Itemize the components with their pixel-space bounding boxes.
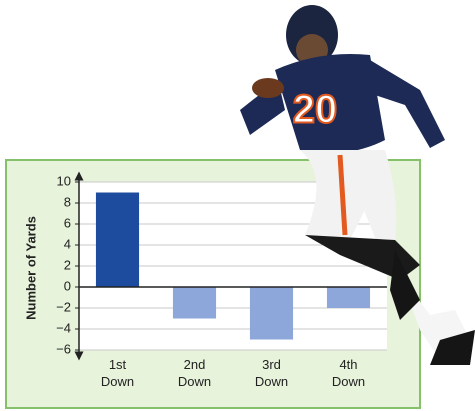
screen: Number of Yards −6−4−202468101stDown2ndD… bbox=[0, 0, 475, 411]
y-tick-label: 6 bbox=[64, 215, 71, 230]
bar bbox=[250, 287, 293, 340]
y-tick-label: −4 bbox=[56, 320, 71, 335]
bar bbox=[96, 193, 139, 288]
bar bbox=[173, 287, 216, 319]
y-tick-label: 2 bbox=[64, 257, 71, 272]
y-axis-label: Number of Yards bbox=[23, 216, 38, 320]
jersey-number: 20 bbox=[293, 88, 338, 132]
y-tick-label: 10 bbox=[57, 173, 71, 188]
y-tick-label: 0 bbox=[64, 278, 71, 293]
page: {"chart_data": {"type": "bar", "y_label"… bbox=[0, 0, 475, 411]
y-tick-label: 8 bbox=[64, 194, 71, 209]
y-tick-label: 4 bbox=[64, 236, 71, 251]
y-tick-label: −2 bbox=[56, 299, 71, 314]
bar bbox=[327, 287, 370, 308]
y-tick-label: −6 bbox=[56, 341, 71, 356]
